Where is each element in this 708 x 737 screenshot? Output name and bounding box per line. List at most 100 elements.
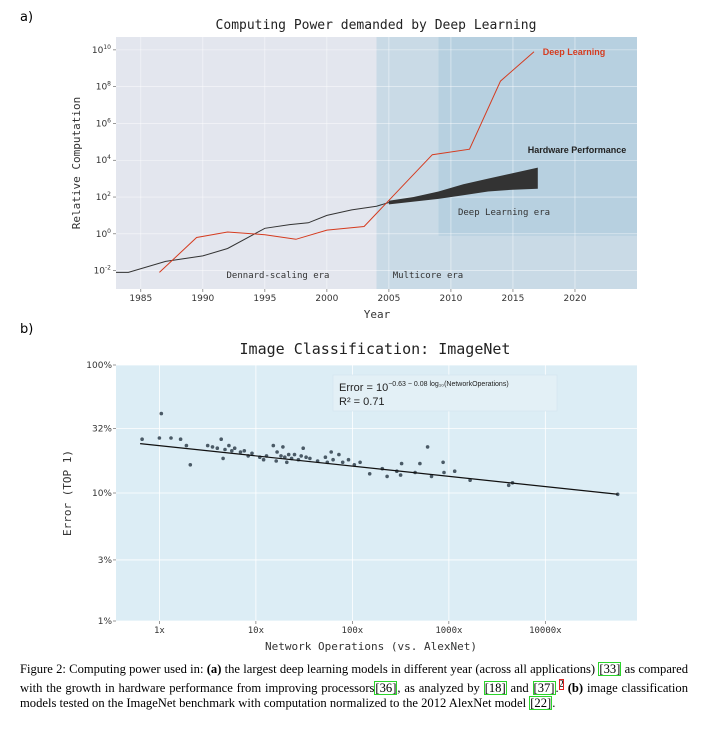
- hardware-performance-band: [388, 167, 538, 205]
- tick-label: 1990: [191, 294, 214, 304]
- series-lines: [116, 51, 535, 273]
- formula-text: Error = 10−0.63 − 0.08 log₁₀(NetworkOper…: [339, 381, 509, 394]
- figure-caption: Figure 2: Computing power used in: (a) t…: [20, 662, 688, 711]
- citation-link[interactable]: [33]: [598, 662, 622, 676]
- caption-text: the largest deep learning models in diff…: [221, 662, 599, 676]
- data-point: [230, 449, 234, 453]
- data-point: [157, 436, 162, 440]
- computation-line: [116, 202, 390, 273]
- data-point: [242, 449, 247, 453]
- caption-text: image classification models tested on th…: [20, 681, 689, 711]
- data-point: [331, 457, 335, 462]
- data-point: [506, 483, 511, 488]
- era-region: [116, 37, 377, 289]
- data-point: [425, 445, 430, 449]
- citation-link[interactable]: [36]: [374, 681, 398, 696]
- tick-label: 100x: [342, 626, 364, 636]
- tick-label: 10-2: [94, 265, 112, 277]
- data-point: [227, 443, 231, 448]
- grid: [116, 364, 637, 622]
- chart-a-title: Computing Power demanded by Deep Learnin…: [216, 18, 537, 33]
- tick-label: 106: [96, 117, 111, 129]
- data-point: [275, 450, 279, 454]
- data-point: [219, 437, 223, 442]
- tick-label: 32%: [92, 424, 112, 434]
- data-point: [188, 463, 193, 467]
- tick-label: 104: [96, 154, 111, 166]
- data-point: [232, 446, 237, 451]
- tick-label: 1%: [98, 617, 113, 627]
- chart-a-ylabel: Relative Computation: [70, 97, 83, 229]
- data-point: [210, 445, 215, 449]
- data-point: [429, 474, 434, 479]
- data-point: [385, 474, 389, 479]
- era-label: Dennard-scaling era: [227, 271, 330, 281]
- data-point: [323, 455, 328, 460]
- tick-label: 102: [96, 191, 111, 203]
- series-labels: Deep Learning Hardware Performance: [528, 47, 627, 155]
- data-point: [308, 456, 312, 461]
- data-point: [301, 446, 306, 451]
- tick-label: 1985: [129, 294, 152, 304]
- data-point: [283, 455, 287, 460]
- data-point: [169, 436, 173, 440]
- caption-text: Computing power used in:: [65, 662, 207, 676]
- x-axis-ticks: 1985 1990 1995 2000 2005 2010 2015 2020: [129, 289, 587, 304]
- tick-label: 3%: [98, 556, 113, 566]
- caption-text: , as analyzed by: [397, 681, 484, 696]
- data-point: [340, 460, 345, 465]
- data-point: [398, 473, 403, 477]
- citation-link[interactable]: [18]: [483, 681, 507, 696]
- tick-label: 2020: [564, 294, 587, 304]
- y-axis-ticks: 1010 108 106 104 102 100 10-2: [92, 44, 116, 277]
- caption-text: .: [555, 681, 559, 696]
- tick-label: 100: [96, 228, 111, 240]
- tick-label: 108: [96, 81, 111, 93]
- tick-label: 1000x: [435, 626, 463, 636]
- tick-label: 100%: [86, 361, 112, 371]
- data-point: [274, 459, 279, 463]
- data-point: [452, 469, 457, 474]
- y-axis-ticks: 100% 32% 10% 3% 1%: [86, 361, 116, 627]
- caption-text: as compared with the growth in hardware …: [20, 662, 689, 696]
- citation-link[interactable]: [37]: [532, 681, 556, 696]
- data-point: [215, 446, 220, 451]
- data-point: [418, 461, 422, 466]
- data-point: [304, 455, 308, 460]
- data-point: [367, 472, 372, 476]
- data-point: [337, 452, 341, 457]
- data-point: [292, 452, 297, 457]
- era-label: Deep Learning era: [458, 208, 550, 218]
- data-point: [250, 451, 254, 456]
- fit-line: [140, 442, 618, 495]
- caption-text: and: [506, 681, 533, 696]
- era-label: Multicore era: [393, 271, 463, 281]
- data-point: [358, 460, 362, 465]
- tick-label: 2010: [439, 294, 462, 304]
- caption-bold-a: (a): [206, 662, 222, 676]
- deep-learning-line: [159, 51, 535, 273]
- tick-label: 10x: [248, 626, 265, 636]
- x-axis-ticks: 1x 10x 100x 1000x 10000x: [154, 621, 562, 636]
- data-point: [178, 437, 183, 442]
- regression-line: [140, 442, 618, 495]
- data-point: [279, 454, 283, 458]
- panel-b-label: b): [20, 322, 33, 337]
- chart-b-title: Image Classification: ImageNet: [240, 340, 511, 358]
- data-point: [299, 454, 304, 458]
- era-labels: Dennard-scaling era Multicore era Deep Lea…: [227, 208, 551, 281]
- data-point: [159, 411, 164, 416]
- data-point: [329, 450, 334, 454]
- citation-link[interactable]: [22]: [529, 696, 553, 711]
- footnote-link[interactable]: 2: [558, 679, 564, 690]
- formula-prefix: Error = 10: [339, 382, 388, 394]
- chart-a: Dennard-scaling era Multicore era Deep Lea…: [70, 18, 637, 321]
- data-point: [221, 456, 225, 461]
- caption-figure-label: Figure 2:: [20, 662, 66, 676]
- panel-a-label: a): [20, 10, 33, 25]
- chart-b: 1x 10x 100x 1000x 10000x 100% 32% 10% 3% 1% Imag…: [61, 340, 637, 653]
- data-point: [399, 461, 404, 466]
- data-point: [346, 457, 351, 462]
- series-label: Deep Learning: [543, 47, 606, 57]
- data-point: [271, 443, 276, 448]
